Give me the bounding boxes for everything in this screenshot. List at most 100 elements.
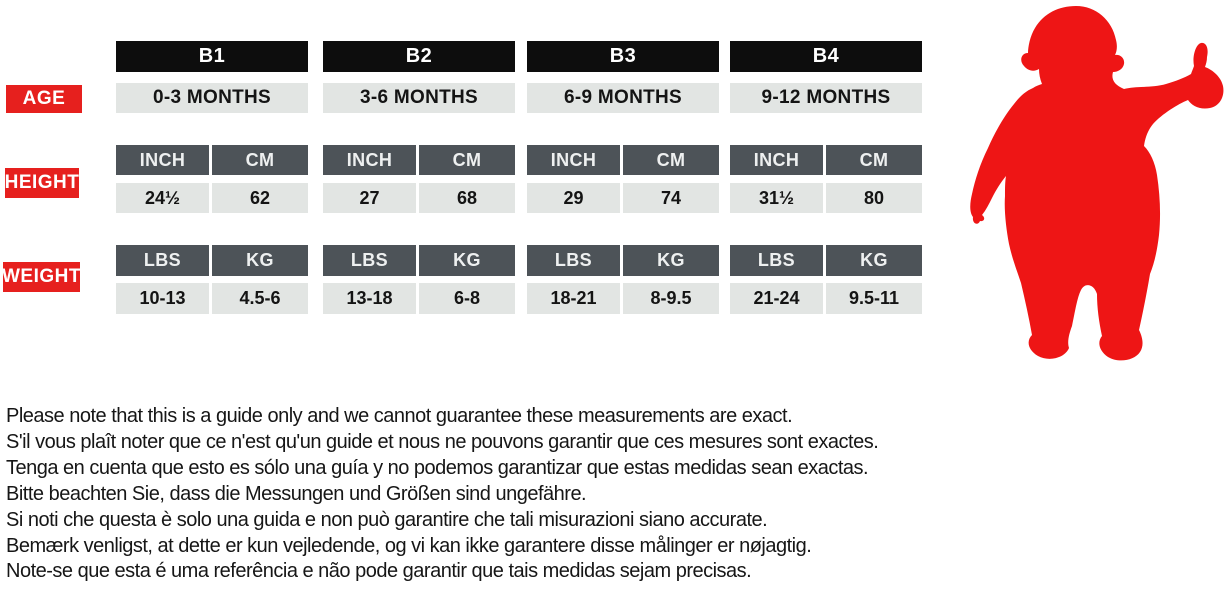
inch-header-label: INCH [346,149,393,170]
weight-kg-cell: 8-9.5 [623,283,719,314]
weight-kg-value: 8-9.5 [650,288,692,308]
baby-thumbs-up-silhouette-icon [948,0,1228,380]
cm-header-cell: CM [826,145,922,175]
weight-unit-header-row: LBS KG [116,245,308,276]
column-header: B4 [730,41,922,72]
weight-unit-header-row: LBS KG [730,245,922,276]
height-cm-cell: 74 [623,183,719,213]
height-value-row: 31½ 80 [730,183,922,213]
height-inch-value: 24½ [144,187,181,208]
height-inch-value: 27 [359,187,380,208]
cm-header-label: CM [245,149,275,170]
kg-header-label: KG [453,250,481,270]
disclaimer-line-es: Tenga en cuenta que esto es sólo una guí… [6,456,869,479]
inch-header-label: INCH [550,149,597,170]
disclaimer-line-de: Bitte beachten Sie, dass die Messungen u… [6,482,587,505]
kg-header-cell: KG [623,245,719,276]
weight-row-label-text: WEIGHT [2,266,81,287]
column-header-label: B3 [609,45,637,67]
height-unit-header-row: INCH CM [527,145,719,175]
weight-value-row: 21-24 9.5-11 [730,283,922,314]
weight-value-row: 18-21 8-9.5 [527,283,719,314]
disclaimer-line-en: Please note that this is a guide only an… [6,405,793,427]
kg-header-cell: KG [826,245,922,276]
height-inch-cell: 24½ [116,183,209,213]
disclaimer-line-fr: S'il vous plaît noter que ce n'est qu'un… [6,430,879,453]
height-cm-value: 80 [863,187,885,208]
weight-lbs-cell: 21-24 [730,283,823,314]
age-value-cell: 6-9 MONTHS [527,83,719,113]
lbs-header-label: LBS [757,250,796,270]
kg-header-label: KG [246,250,274,270]
inch-header-label: INCH [139,149,186,170]
disclaimer-line-da: Bemærk venligst, at dette er kun vejlede… [6,534,812,557]
lbs-header-label: LBS [350,250,389,270]
lbs-header-cell: LBS [116,245,209,276]
kg-header-cell: KG [419,245,515,276]
inch-header-cell: INCH [323,145,416,175]
lbs-header-label: LBS [143,250,182,270]
cm-header-cell: CM [623,145,719,175]
weight-lbs-value: 21-24 [753,288,800,308]
column-header-label: B2 [405,45,433,67]
inch-header-cell: INCH [730,145,823,175]
size-column-b2: B2 3-6 MONTHS INCH CM 27 68 LBS KG 13-18… [323,0,515,340]
weight-unit-header-row: LBS KG [323,245,515,276]
height-inch-value: 31½ [758,187,795,208]
weight-lbs-cell: 18-21 [527,283,620,314]
weight-value-row: 10-13 4.5-6 [116,283,308,314]
kg-header-label: KG [657,250,685,270]
weight-lbs-cell: 10-13 [116,283,209,314]
height-unit-header-row: INCH CM [730,145,922,175]
height-cm-value: 68 [456,187,478,208]
cm-header-cell: CM [419,145,515,175]
size-column-b1: B1 0-3 MONTHS INCH CM 24½ 62 LBS KG 10-1… [116,0,308,340]
disclaimer-line-pt: Note-se que esta é uma referência e não … [6,560,752,583]
weight-row-label: WEIGHT [2,262,81,292]
column-header: B1 [116,41,308,72]
weight-kg-cell: 9.5-11 [826,283,922,314]
age-value-cell: 3-6 MONTHS [323,83,515,113]
cm-header-label: CM [656,149,686,170]
height-unit-header-row: INCH CM [323,145,515,175]
height-row-label: HEIGHT [5,168,79,198]
age-value: 6-9 MONTHS [563,87,683,108]
height-cm-cell: 62 [212,183,308,213]
age-value: 0-3 MONTHS [152,87,272,108]
size-column-b4: B4 9-12 MONTHS INCH CM 31½ 80 LBS KG 21-… [730,0,922,340]
height-cm-cell: 80 [826,183,922,213]
lbs-header-label: LBS [554,250,593,270]
weight-kg-cell: 4.5-6 [212,283,308,314]
age-row-label-text: AGE [22,88,66,109]
weight-lbs-value: 13-18 [346,288,393,308]
height-cm-cell: 68 [419,183,515,213]
inch-header-cell: INCH [116,145,209,175]
height-inch-value: 29 [563,187,584,208]
weight-lbs-cell: 13-18 [323,283,416,314]
age-value: 9-12 MONTHS [761,87,891,108]
weight-lbs-value: 10-13 [139,288,186,308]
height-value-row: 29 74 [527,183,719,213]
weight-value-row: 13-18 6-8 [323,283,515,314]
kg-header-cell: KG [212,245,308,276]
weight-kg-value: 9.5-11 [848,288,900,308]
disclaimer-line-it: Si noti che questa è solo una guida e no… [6,508,768,531]
weight-kg-value: 4.5-6 [239,288,281,308]
column-header-label: B4 [812,45,840,67]
lbs-header-cell: LBS [323,245,416,276]
age-value: 3-6 MONTHS [359,87,479,108]
height-value-row: 24½ 62 [116,183,308,213]
height-inch-cell: 27 [323,183,416,213]
height-cm-value: 74 [660,187,682,208]
inch-header-cell: INCH [527,145,620,175]
height-value-row: 27 68 [323,183,515,213]
height-cm-value: 62 [249,187,271,208]
height-row-label-text: HEIGHT [4,172,80,193]
weight-kg-value: 6-8 [453,288,480,308]
weight-kg-cell: 6-8 [419,283,515,314]
age-row-label: AGE [6,85,82,113]
lbs-header-cell: LBS [730,245,823,276]
column-header: B2 [323,41,515,72]
cm-header-label: CM [452,149,482,170]
